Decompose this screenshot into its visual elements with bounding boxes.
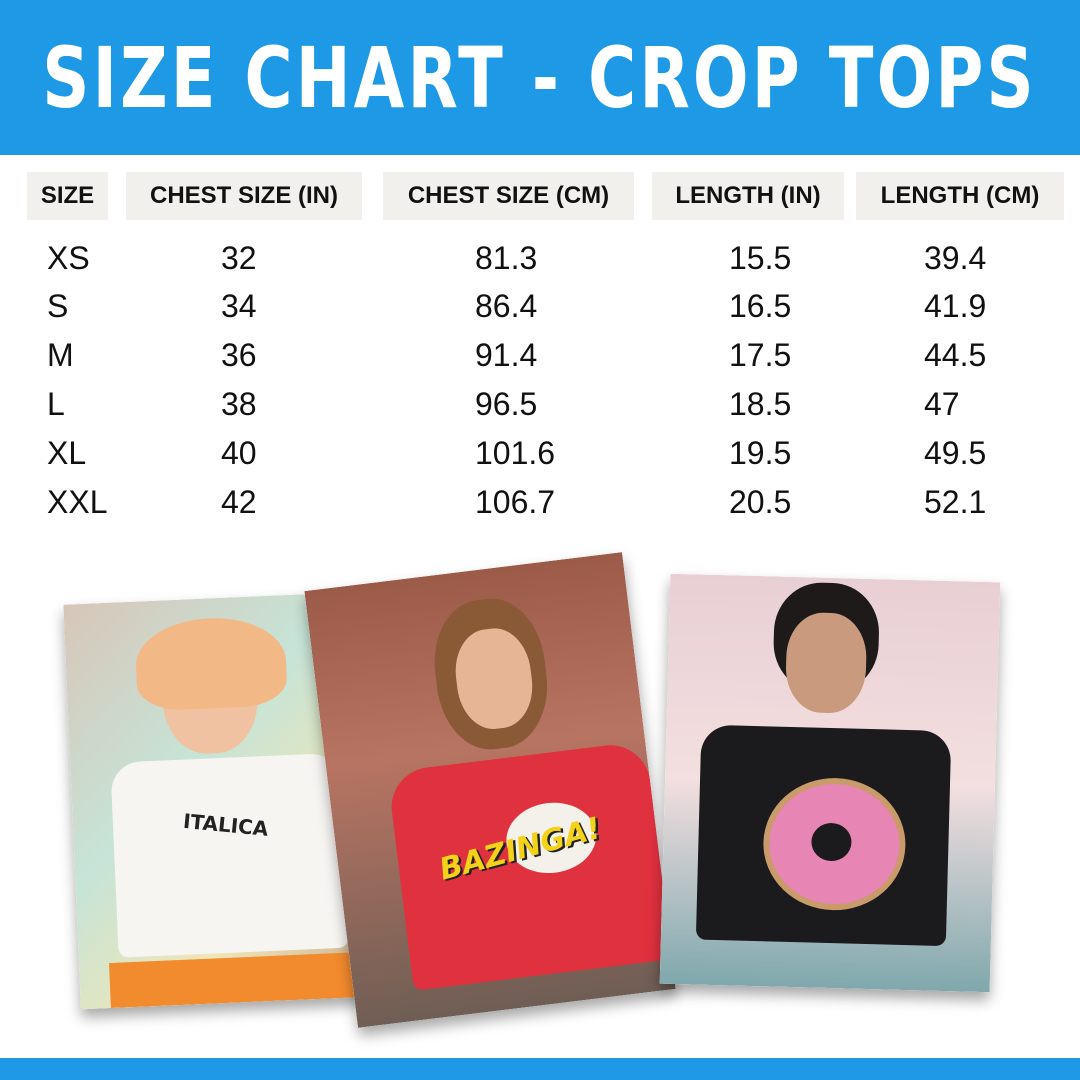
table-cell: 40: [221, 435, 257, 471]
table-cell: 38: [221, 386, 257, 422]
title-banner: SIZE CHART - CROP TOPS: [0, 0, 1080, 155]
table-cell: 47: [924, 386, 960, 422]
table-cell: 17.5: [729, 337, 792, 373]
model-photo-black-top: [659, 573, 1001, 993]
table-cell: 32: [221, 240, 257, 276]
table-cell: XS: [47, 240, 90, 276]
table-cell: 36: [221, 337, 257, 373]
table-cell: 41.9: [924, 288, 987, 324]
table-cell: 18.5: [729, 386, 792, 422]
table-cell: S: [47, 288, 69, 324]
table-cell: 81.3: [475, 240, 538, 276]
table-cell: 15.5: [729, 240, 792, 276]
table-cell: 44.5: [924, 337, 987, 373]
table-cell: 91.4: [475, 337, 538, 373]
column-header: CHEST SIZE (CM): [383, 172, 634, 220]
table-cell: 16.5: [729, 288, 792, 324]
page-title: SIZE CHART - CROP TOPS: [42, 28, 1038, 127]
table-cell: XL: [47, 435, 87, 471]
table-cell: 49.5: [924, 435, 987, 471]
table-cell: 42: [221, 484, 257, 520]
table-cell: 96.5: [475, 386, 538, 422]
table-cell: 39.4: [924, 240, 987, 276]
bottom-bar: [0, 1058, 1080, 1080]
model-photo-red-top: BAZINGA!: [304, 552, 676, 1028]
column-header: CHEST SIZE (IN): [126, 172, 362, 220]
table-cell: XXL: [47, 484, 108, 520]
table-cell: 86.4: [475, 288, 538, 324]
table-cell: 34: [221, 288, 257, 324]
column-header: LENGTH (CM): [856, 172, 1064, 220]
table-cell: 52.1: [924, 484, 987, 520]
table-cell: 20.5: [729, 484, 792, 520]
table-cell: 19.5: [729, 435, 792, 471]
table-cell: L: [47, 386, 65, 422]
table-cell: M: [47, 337, 74, 373]
table-cell: 106.7: [475, 484, 556, 520]
column-header: SIZE: [27, 172, 108, 220]
column-header: LENGTH (IN): [652, 172, 844, 220]
table-cell: 101.6: [475, 435, 556, 471]
